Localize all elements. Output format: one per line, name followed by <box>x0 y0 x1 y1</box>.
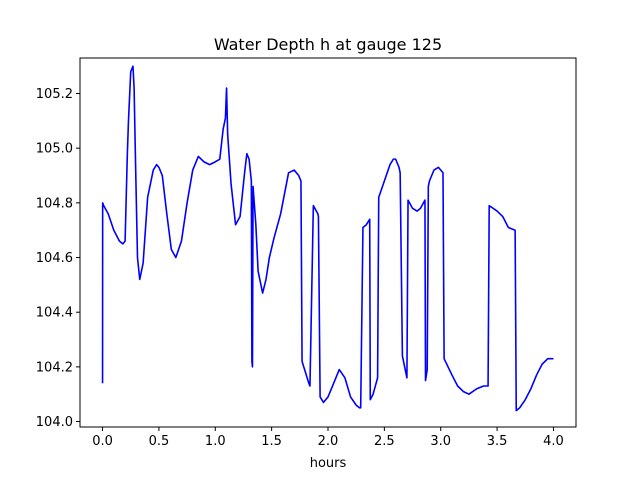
x-tick-label: 2.5 <box>374 434 395 449</box>
x-tick-label: 1.0 <box>205 434 226 449</box>
x-tick-label: 3.5 <box>487 434 508 449</box>
y-axis: 104.0 104.2 104.4 104.6 104.8 105.0 105.2 <box>36 87 80 430</box>
x-tick-label: 0.5 <box>149 434 170 449</box>
chart-title: Water Depth h at gauge 125 <box>214 35 442 54</box>
plot-frame <box>79 57 577 428</box>
y-tick-label: 104.6 <box>36 251 73 266</box>
x-tick-label: 3.0 <box>430 434 451 449</box>
y-tick-label: 104.4 <box>36 306 73 321</box>
y-tick-label: 104.0 <box>36 415 73 430</box>
x-tick-label: 4.0 <box>543 434 564 449</box>
x-axis-label: hours <box>310 456 347 471</box>
plot-area <box>79 57 577 428</box>
series-line-1 <box>101 65 554 412</box>
x-tick-label: 0.0 <box>92 434 113 449</box>
x-axis: 0.0 0.5 1.0 1.5 2.0 2.5 3.0 3.5 4.0 <box>92 427 564 449</box>
x-tick-label: 1.5 <box>261 434 282 449</box>
y-tick-label: 104.2 <box>36 360 73 375</box>
y-tick-label: 104.8 <box>36 196 73 211</box>
y-tick-label: 105.0 <box>36 142 73 157</box>
y-tick-label: 105.2 <box>36 87 73 102</box>
x-tick-label: 2.0 <box>318 434 339 449</box>
